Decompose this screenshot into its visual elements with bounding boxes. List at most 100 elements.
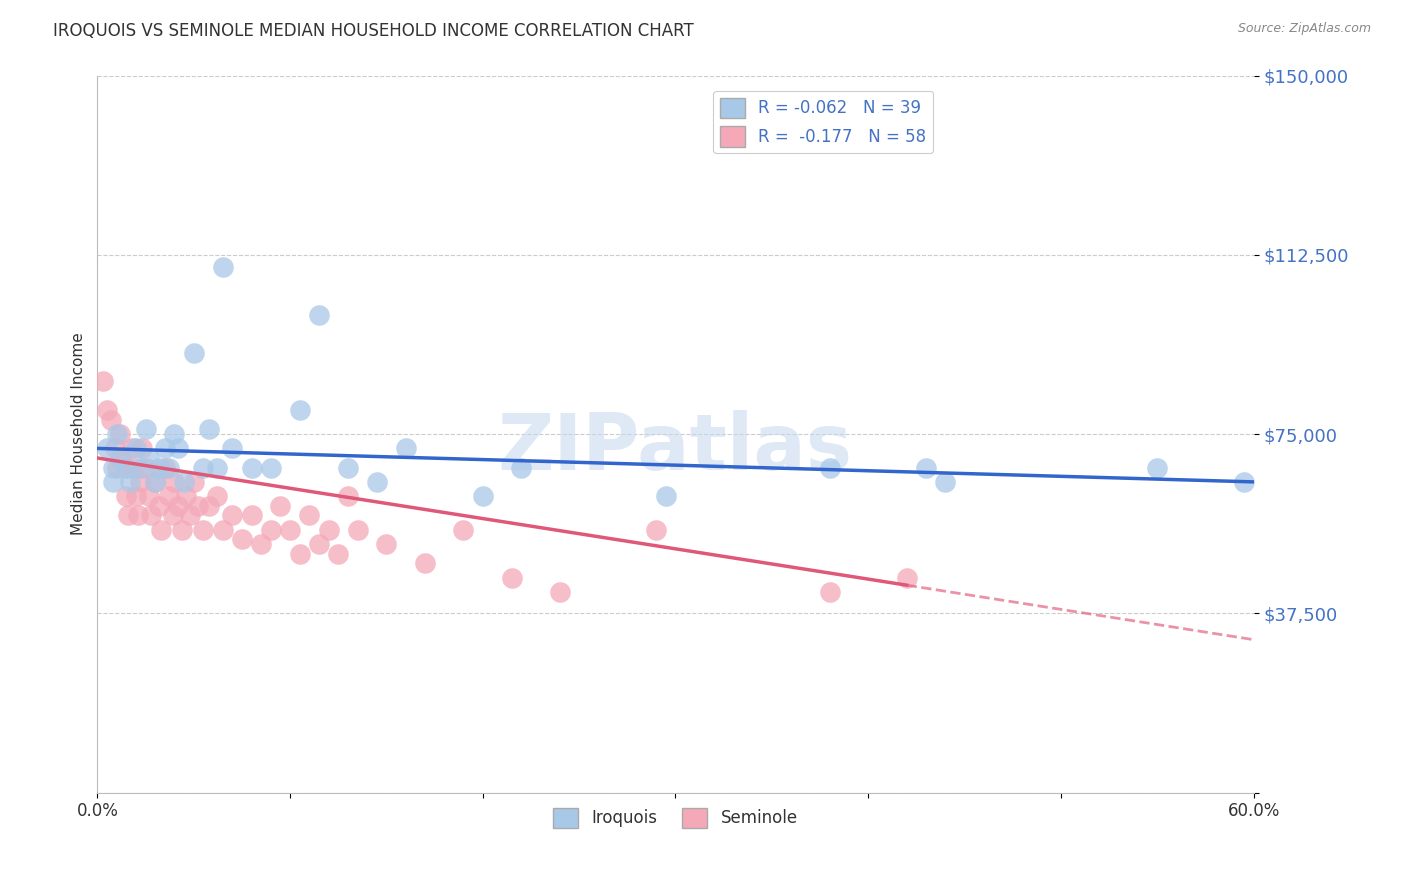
Text: ZIPatlas: ZIPatlas bbox=[498, 410, 853, 486]
Point bbox=[198, 499, 221, 513]
Point bbox=[183, 346, 205, 360]
Point bbox=[645, 523, 668, 537]
Point bbox=[260, 460, 283, 475]
Point bbox=[183, 475, 205, 489]
Point bbox=[174, 489, 197, 503]
Point bbox=[260, 523, 283, 537]
Point bbox=[101, 475, 124, 489]
Point bbox=[141, 508, 163, 523]
Point bbox=[205, 489, 228, 503]
Point bbox=[128, 475, 150, 489]
Point bbox=[111, 450, 134, 465]
Point bbox=[143, 475, 166, 489]
Point bbox=[328, 547, 350, 561]
Point bbox=[278, 523, 301, 537]
Point bbox=[231, 533, 253, 547]
Point bbox=[115, 460, 138, 475]
Point bbox=[240, 508, 263, 523]
Point bbox=[110, 427, 132, 442]
Point bbox=[1146, 460, 1168, 475]
Point bbox=[269, 499, 291, 513]
Point bbox=[167, 499, 190, 513]
Point bbox=[115, 460, 138, 475]
Point bbox=[818, 585, 841, 599]
Text: Source: ZipAtlas.com: Source: ZipAtlas.com bbox=[1237, 22, 1371, 36]
Point bbox=[548, 585, 571, 599]
Point bbox=[153, 442, 176, 456]
Point bbox=[187, 499, 209, 513]
Point bbox=[915, 460, 938, 475]
Point bbox=[153, 460, 176, 475]
Point bbox=[179, 508, 201, 523]
Point bbox=[135, 422, 157, 436]
Point bbox=[163, 475, 186, 489]
Point bbox=[96, 403, 118, 417]
Point bbox=[501, 570, 523, 584]
Point bbox=[96, 442, 118, 456]
Point bbox=[221, 508, 243, 523]
Point bbox=[135, 460, 157, 475]
Point bbox=[510, 460, 533, 475]
Point bbox=[896, 570, 918, 584]
Point bbox=[91, 375, 114, 389]
Point bbox=[120, 475, 142, 489]
Point bbox=[198, 422, 221, 436]
Point bbox=[143, 475, 166, 489]
Point bbox=[413, 556, 436, 570]
Point bbox=[162, 508, 184, 523]
Point bbox=[138, 450, 160, 465]
Point bbox=[318, 523, 340, 537]
Point bbox=[122, 460, 145, 475]
Point bbox=[1233, 475, 1256, 489]
Point bbox=[157, 460, 180, 475]
Point bbox=[105, 460, 128, 475]
Point bbox=[818, 460, 841, 475]
Point bbox=[471, 489, 494, 503]
Point bbox=[395, 442, 418, 456]
Point bbox=[173, 475, 195, 489]
Point bbox=[148, 460, 170, 475]
Point bbox=[125, 489, 148, 503]
Point bbox=[221, 442, 243, 456]
Point bbox=[298, 508, 321, 523]
Legend: Iroquois, Seminole: Iroquois, Seminole bbox=[547, 801, 804, 835]
Point bbox=[193, 523, 215, 537]
Point bbox=[148, 499, 170, 513]
Point bbox=[288, 403, 311, 417]
Point bbox=[125, 442, 148, 456]
Point bbox=[655, 489, 678, 503]
Point bbox=[172, 523, 194, 537]
Y-axis label: Median Household Income: Median Household Income bbox=[72, 333, 86, 535]
Point bbox=[240, 460, 263, 475]
Point bbox=[110, 450, 132, 465]
Point bbox=[366, 475, 388, 489]
Point bbox=[308, 308, 330, 322]
Point bbox=[375, 537, 398, 551]
Point bbox=[100, 413, 122, 427]
Point bbox=[128, 460, 150, 475]
Point bbox=[336, 489, 359, 503]
Point bbox=[193, 460, 215, 475]
Point bbox=[211, 260, 233, 274]
Point bbox=[308, 537, 330, 551]
Point bbox=[131, 442, 153, 456]
Point bbox=[105, 427, 128, 442]
Point bbox=[336, 460, 359, 475]
Point bbox=[288, 547, 311, 561]
Point bbox=[101, 460, 124, 475]
Point bbox=[934, 475, 956, 489]
Point bbox=[346, 523, 368, 537]
Point bbox=[115, 489, 138, 503]
Point bbox=[163, 427, 186, 442]
Point bbox=[211, 523, 233, 537]
Point bbox=[104, 442, 127, 456]
Point bbox=[117, 508, 139, 523]
Point bbox=[157, 489, 180, 503]
Point bbox=[167, 442, 190, 456]
Point bbox=[149, 523, 172, 537]
Point bbox=[138, 489, 160, 503]
Point bbox=[453, 523, 475, 537]
Point bbox=[250, 537, 273, 551]
Text: IROQUOIS VS SEMINOLE MEDIAN HOUSEHOLD INCOME CORRELATION CHART: IROQUOIS VS SEMINOLE MEDIAN HOUSEHOLD IN… bbox=[53, 22, 695, 40]
Point bbox=[127, 508, 149, 523]
